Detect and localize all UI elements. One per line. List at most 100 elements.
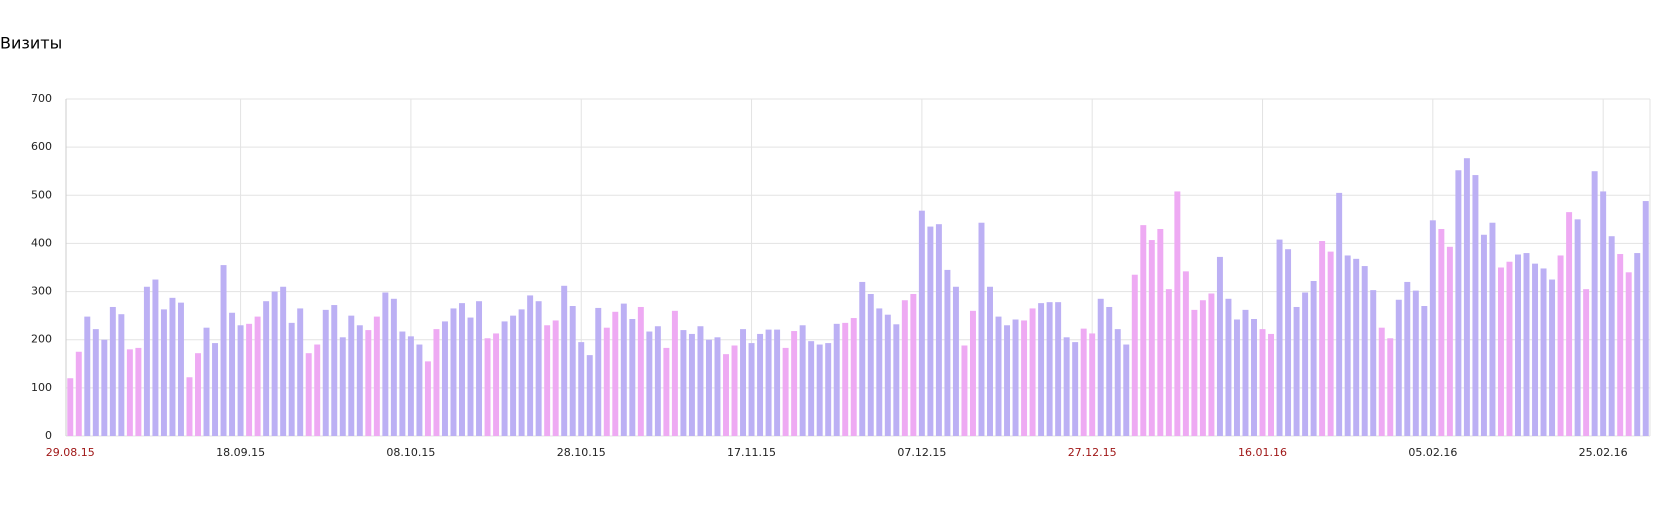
- x-tick-label: 17.11.15: [727, 446, 776, 459]
- bar: [1319, 241, 1326, 436]
- bar: [1089, 333, 1096, 436]
- bar: [212, 343, 219, 436]
- bar: [339, 337, 346, 436]
- bar: [859, 281, 866, 436]
- y-tick-label: 100: [31, 381, 52, 394]
- bar: [1412, 290, 1419, 436]
- bar: [1285, 249, 1292, 436]
- bar: [229, 312, 236, 436]
- bar: [969, 310, 976, 436]
- bar: [1012, 319, 1019, 436]
- bar: [459, 303, 465, 436]
- y-tick-label: 500: [31, 188, 52, 201]
- bar: [1540, 268, 1547, 436]
- bar: [1600, 191, 1607, 436]
- bar: [143, 286, 150, 436]
- bar: [1489, 222, 1496, 436]
- bar: [280, 286, 287, 436]
- bar: [723, 354, 729, 436]
- bar: [1557, 255, 1564, 436]
- x-tick-label: 07.12.15: [897, 446, 946, 459]
- bar: [1157, 228, 1164, 436]
- bar: [1251, 319, 1257, 436]
- bar: [1080, 328, 1087, 436]
- bar: [1497, 267, 1504, 436]
- bar: [663, 347, 670, 436]
- bar: [1046, 302, 1053, 436]
- bar: [578, 342, 585, 436]
- bar: [791, 331, 798, 436]
- bar: [1591, 171, 1598, 436]
- bar: [1617, 254, 1624, 436]
- bar: [842, 322, 849, 436]
- bar: [774, 329, 781, 436]
- bar: [1233, 319, 1240, 436]
- bar: [561, 285, 568, 436]
- bar: [595, 307, 602, 436]
- bar: [1106, 306, 1113, 436]
- bar: [901, 300, 908, 436]
- bar: [1165, 289, 1172, 436]
- bar: [544, 325, 551, 436]
- bar: [467, 317, 474, 436]
- bar: [246, 323, 253, 436]
- bar: [1515, 254, 1521, 436]
- bar: [757, 333, 764, 436]
- bar: [569, 306, 576, 436]
- bar: [1302, 292, 1309, 436]
- bar: [1182, 271, 1189, 436]
- bar: [1072, 342, 1079, 436]
- bar: [816, 344, 823, 436]
- bar: [867, 293, 874, 436]
- bar: [424, 361, 431, 436]
- y-tick-label: 400: [31, 236, 52, 249]
- bar: [1480, 234, 1487, 436]
- bar: [1344, 255, 1351, 436]
- x-tick-label: 16.01.16: [1238, 446, 1287, 459]
- bar: [833, 323, 840, 436]
- bar: [688, 333, 695, 436]
- chart-title: Визиты: [0, 34, 62, 53]
- bar: [220, 265, 227, 436]
- bar: [118, 314, 125, 436]
- bar: [1532, 263, 1539, 436]
- bar: [501, 321, 508, 436]
- bar: [348, 315, 355, 436]
- bar: [254, 316, 261, 436]
- bar: [195, 353, 201, 436]
- bar: [1429, 220, 1436, 436]
- bar: [1123, 344, 1130, 436]
- bar: [1259, 329, 1266, 436]
- bar: [1063, 337, 1070, 436]
- bar: [1097, 298, 1104, 436]
- bar: [586, 355, 593, 436]
- bar: [697, 326, 704, 436]
- bar: [1310, 280, 1317, 436]
- bar: [407, 336, 414, 436]
- bar: [1438, 228, 1445, 436]
- bar: [918, 210, 925, 436]
- bar: [177, 302, 184, 436]
- x-tick-label: 27.12.15: [1068, 446, 1117, 459]
- bar: [629, 319, 636, 436]
- bar: [288, 322, 295, 436]
- y-tick-label: 0: [45, 429, 52, 442]
- bar: [109, 306, 116, 436]
- bar: [1327, 251, 1334, 436]
- bar: [935, 224, 942, 436]
- bar: [84, 316, 91, 436]
- bar: [1404, 281, 1411, 436]
- bar: [169, 297, 176, 436]
- bar: [535, 301, 542, 436]
- bar: [203, 327, 210, 436]
- bar: [1387, 338, 1394, 436]
- bar: [637, 306, 644, 436]
- bar: [1370, 290, 1377, 436]
- bar: [1378, 327, 1385, 436]
- bar: [1004, 325, 1011, 436]
- bar: [1642, 201, 1649, 436]
- bar: [92, 329, 99, 436]
- bar: [808, 341, 815, 436]
- x-tick-label: 18.09.15: [216, 446, 265, 459]
